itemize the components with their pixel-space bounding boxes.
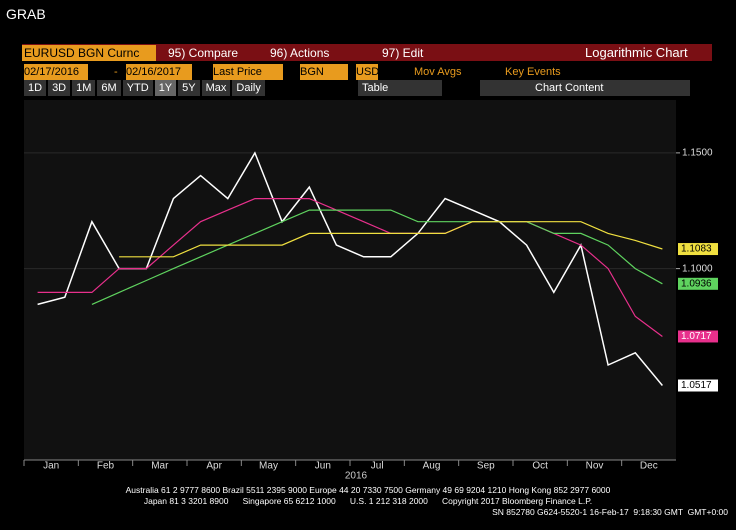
last-value-label: 1.1083 xyxy=(681,244,712,255)
currency-field[interactable]: USD xyxy=(356,64,380,80)
x-tick-label: Apr xyxy=(206,461,222,472)
chart: 2016 1.1500 1.1000 Jan Feb Mar Apr May Jun Jul Au… xyxy=(23,100,718,482)
x-tick-label: Aug xyxy=(423,461,441,472)
period-buttons: 1D 3D 1M 6M YTD 1Y 5Y Max Daily xyxy=(24,80,265,96)
table-button[interactable]: Table xyxy=(358,80,442,96)
chart-content-button[interactable]: Chart Content xyxy=(480,80,690,96)
period-button[interactable]: 1M xyxy=(72,80,96,96)
x-tick-label: Oct xyxy=(532,461,548,472)
last-value-box xyxy=(678,243,718,256)
menu-actions[interactable]: 96) Actions xyxy=(270,46,330,60)
y-tick-label: 1.1000 xyxy=(682,263,713,274)
menu-bar xyxy=(22,44,712,61)
start-date[interactable]: 02/17/2016 xyxy=(24,64,88,80)
plot-area xyxy=(24,100,676,460)
last-value-label: 1.0717 xyxy=(681,331,712,342)
footer-line: Japan 81 3 3201 8900 Singapore 65 6212 1… xyxy=(143,496,593,506)
screen-title: GRAB xyxy=(6,6,46,22)
chart-kind: Logarithmic Chart xyxy=(585,45,688,60)
x-axis-label: 2016 xyxy=(345,471,368,482)
footer-line: Australia 61 2 9777 8600 Brazil 5511 239… xyxy=(125,485,611,495)
x-tick-label: May xyxy=(259,461,278,472)
last-value-box xyxy=(678,379,718,392)
source-field[interactable]: BGN xyxy=(300,64,348,80)
x-tick-label: Jan xyxy=(43,461,59,472)
period-button[interactable]: Max xyxy=(201,80,231,96)
key-events[interactable]: Key Events xyxy=(505,66,561,78)
x-tick-label: Feb xyxy=(97,461,115,472)
security-field[interactable]: EURUSD BGN Curnc xyxy=(22,45,156,61)
last-value-label: 1.0517 xyxy=(681,380,712,391)
series-line xyxy=(91,209,663,305)
x-tick-label: Mar xyxy=(151,461,169,472)
last-value-box xyxy=(678,330,718,343)
end-date[interactable]: 02/16/2017 xyxy=(126,64,192,80)
x-tick-label: Sep xyxy=(477,461,495,472)
x-tick-label: Jul xyxy=(371,461,384,472)
series-line xyxy=(37,198,663,337)
period-button[interactable]: Daily xyxy=(232,80,265,96)
footer: Australia 61 2 9777 8600 Brazil 5511 239… xyxy=(0,485,736,518)
mov-avgs[interactable]: Mov Avgs xyxy=(414,66,462,78)
footer-line: SN 852780 G624-5520-1 16-Feb-17 9:18:30 … xyxy=(492,507,728,517)
x-tick-label: Jun xyxy=(315,461,331,472)
last-value-box xyxy=(678,277,718,290)
period-button[interactable]: 1D xyxy=(24,80,47,96)
x-tick-label: Nov xyxy=(586,461,604,472)
field-select[interactable]: Last Price xyxy=(213,64,283,80)
y-tick-label: 1.1500 xyxy=(682,148,713,159)
period-button[interactable]: 1Y xyxy=(154,80,177,96)
series-line xyxy=(119,221,663,258)
last-value-label: 1.0936 xyxy=(681,278,712,289)
period-button[interactable]: 5Y xyxy=(178,80,200,96)
date-dash: - xyxy=(114,66,118,78)
x-tick-label: Dec xyxy=(640,461,658,472)
menu-compare[interactable]: 95) Compare xyxy=(168,46,239,60)
period-button[interactable]: YTD xyxy=(122,80,153,96)
period-button[interactable]: 3D xyxy=(48,80,71,96)
menu-edit[interactable]: 97) Edit xyxy=(382,46,424,60)
period-button[interactable]: 6M xyxy=(97,80,121,96)
